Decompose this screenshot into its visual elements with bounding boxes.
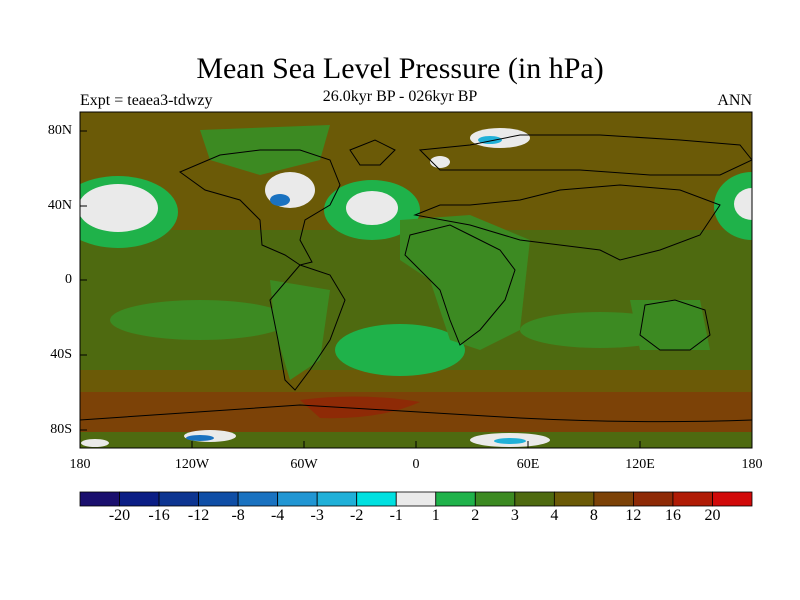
colorbar-label: -2 [350,507,364,524]
axis-ticks [79,130,753,448]
colorbar-swatch [514,491,555,507]
lon-tick-label: 180 [69,457,91,472]
colorbar-label: 1 [431,507,440,524]
colorbar-swatch [435,491,476,507]
colorbar-swatch [356,491,397,507]
field-southern-high [300,396,420,419]
colorbar-swatch [593,491,634,507]
colorbar-swatch [158,491,199,507]
field-ant-high-3 [81,439,109,447]
colorbar-label: 4 [550,507,559,524]
colorbar-swatch [712,491,753,507]
colorbar-swatch [237,491,279,507]
colorbar-label: 2 [471,507,480,524]
pressure-field [80,112,752,448]
period-label: 26.0kyr BP - 026kyr BP [322,88,478,105]
field-antarctic-base [80,432,752,448]
season-label: ANN [717,92,752,109]
colorbar-swatch [277,491,318,507]
lon-tick-label: 0 [412,457,420,472]
lon-tick-label: 120E [625,457,655,472]
field-ant-low-1 [186,435,214,441]
lat-tick-label: 80S [50,422,72,437]
colorbar-label: -4 [270,507,285,524]
colorbar-label: 20 [704,507,721,524]
colorbar-swatch [553,491,595,507]
colorbar-swatch [316,491,358,507]
colorbar-label: -16 [148,507,170,524]
colorbar-label: 12 [625,507,642,524]
field-epac-green [714,172,752,240]
lon-tick-label: 60E [516,457,540,472]
field-ant-low-2 [494,438,526,444]
lon-tick-label: 60W [290,457,318,472]
lon-tick-label: 120W [174,457,210,472]
field-npac-high [80,184,158,232]
colorbar-label: 8 [589,507,598,524]
lat-tick-label: 80N [47,123,72,138]
experiment-label: Expt = teaea3-tdwzy [80,92,213,109]
colorbar-swatch [474,491,516,507]
lon-tick-label: 180 [741,457,763,472]
colorbar-label: -12 [187,507,210,524]
colorbar-label: -1 [389,507,403,524]
colorbar-label: -8 [231,507,245,524]
colorbar-label: 16 [664,507,681,524]
colorbar-swatch [119,491,160,507]
colorbar-label: -20 [108,507,131,524]
field-samerica [270,280,330,380]
colorbar-swatch [79,491,120,507]
colorbar-swatch [395,491,437,507]
lat-tick-label: 40S [50,347,72,362]
map-title: Mean Sea Level Pressure (in hPa) [196,52,604,85]
field-australia [630,300,710,350]
field-laurentide-low [270,194,290,206]
colorbar-swatch [633,491,674,507]
field-spac-green [110,300,290,340]
colorbar-label: 3 [510,507,519,524]
coastlines [80,134,752,423]
field-scand-high [430,156,450,168]
colorbar-swatch [672,491,713,507]
field-epac-high [734,188,752,220]
colorbar-label: -3 [310,507,324,524]
colorbar [79,491,753,507]
lat-tick-label: 0 [65,272,72,287]
field-natl-high [346,191,398,225]
colorbar-swatch [198,491,239,507]
field-satl-green [335,324,465,376]
lat-tick-label: 40N [47,198,72,213]
